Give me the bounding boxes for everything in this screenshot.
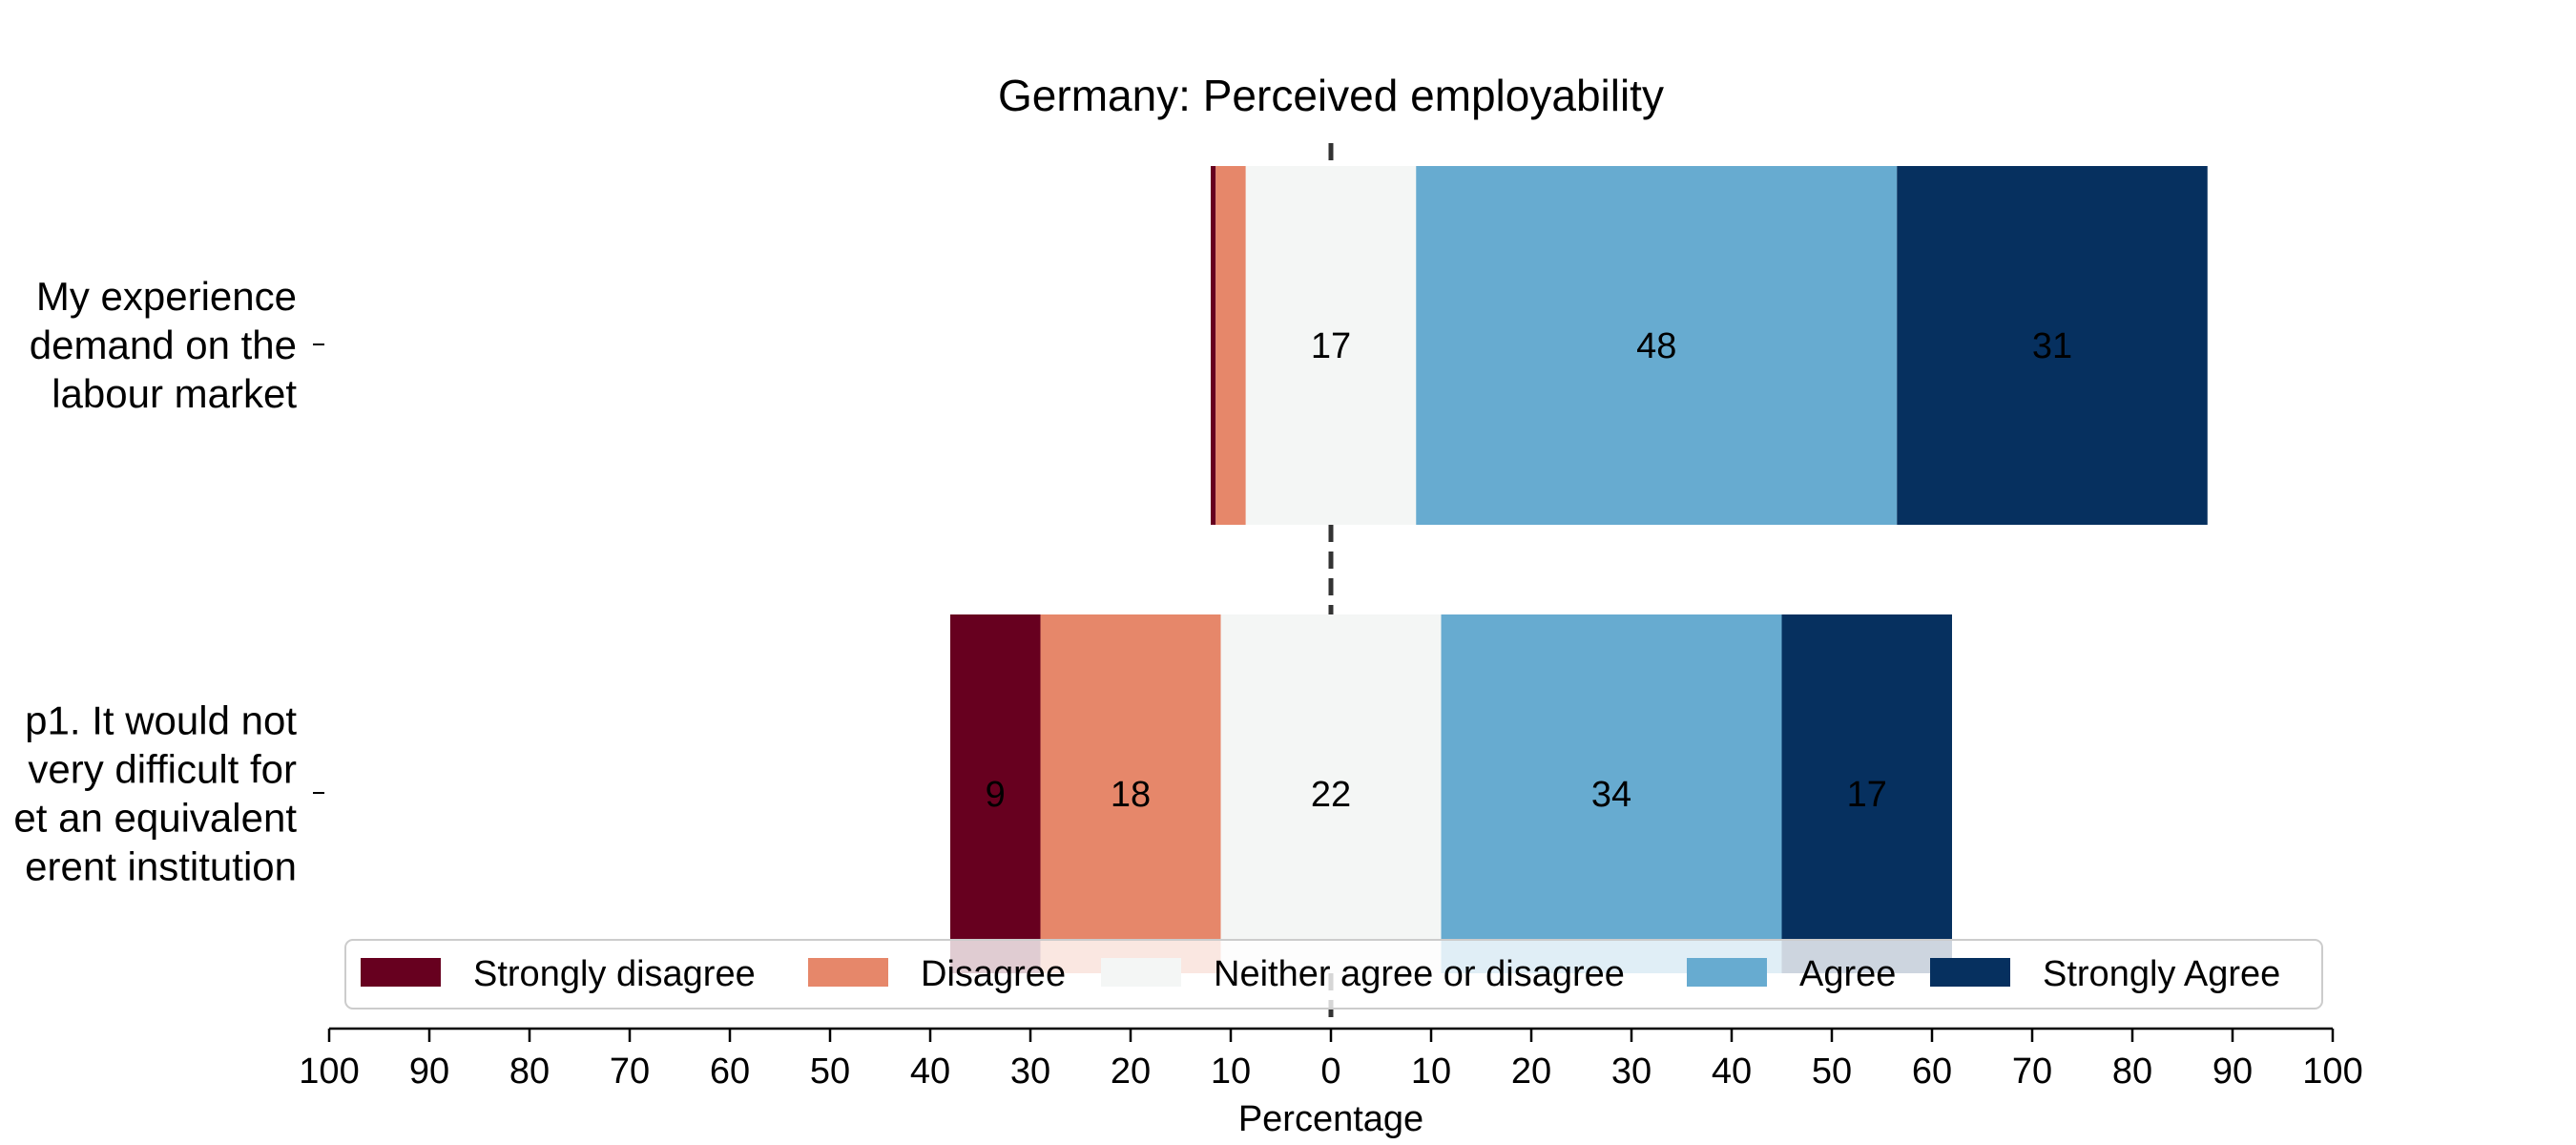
x-tick-label-13: 20 xyxy=(1511,1051,1551,1092)
x-tick-label-16: 50 xyxy=(1812,1051,1852,1092)
x-tick-label-10: 10 xyxy=(1211,1051,1251,1092)
bar-1-series-4 xyxy=(1416,166,1898,525)
x-tick-label-9: 20 xyxy=(1111,1051,1151,1092)
legend-swatch-3 xyxy=(1101,958,1181,987)
data-label-2-3: 22 xyxy=(1311,775,1351,815)
x-tick-label-3: 80 xyxy=(509,1051,550,1092)
x-axis: 100 90 80 70 60 50 40 30 20 10 0 10 20 30 40 50 60 70 80 90… xyxy=(299,1027,2363,1092)
x-tick-label-20: 90 xyxy=(2212,1051,2253,1092)
x-tick-label-15: 40 xyxy=(1712,1051,1752,1092)
legend-label-4: Agree xyxy=(1799,954,1896,994)
data-label-2-5: 17 xyxy=(1847,775,1887,815)
x-tick-label-19: 80 xyxy=(2112,1051,2152,1092)
x-tick-label-17: 60 xyxy=(1912,1051,1952,1092)
x-tick-label-2: 90 xyxy=(409,1051,449,1092)
x-tick-label-12: 10 xyxy=(1411,1051,1451,1092)
category-label-2: p1. It would not very difficult for et an … xyxy=(13,698,297,889)
x-tick-label-4: 70 xyxy=(610,1051,650,1092)
legend-swatch-2 xyxy=(808,958,888,987)
data-label-1-5: 31 xyxy=(2032,326,2072,366)
x-tick-label-7: 40 xyxy=(910,1051,950,1092)
legend-label-5: Strongly Agree xyxy=(2043,954,2280,994)
category-label-1: My experience demand on the labour market xyxy=(30,274,298,416)
bar-2-series-2 xyxy=(1040,614,1221,973)
legend-swatch-4 xyxy=(1687,958,1767,987)
legend-swatch-5 xyxy=(1930,958,2010,987)
x-axis-label: Percentage xyxy=(1238,1099,1423,1139)
x-tick-label-21: 100 xyxy=(2302,1051,2362,1092)
bar-1-series-2 xyxy=(1215,166,1246,525)
data-label-2-2: 18 xyxy=(1111,775,1151,815)
bars-group: 17 48 31 9 18 22 34 17 xyxy=(950,166,2208,973)
x-tick-label-6: 50 xyxy=(810,1051,850,1092)
bar-2-series-1 xyxy=(950,614,1041,973)
x-tick-label-1: 100 xyxy=(299,1051,359,1092)
data-label-2-4: 34 xyxy=(1591,775,1631,815)
x-tick-label-11: 0 xyxy=(1320,1051,1340,1092)
legend-label-2: Disagree xyxy=(921,954,1066,994)
data-label-2-1: 9 xyxy=(986,775,1006,815)
data-label-1-3: 17 xyxy=(1311,326,1351,366)
legend-label-3: Neither agree or disagree xyxy=(1214,954,1625,994)
bar-1-series-5 xyxy=(1897,166,2208,525)
bar-1-series-1 xyxy=(1211,166,1216,525)
x-tick-label-8: 30 xyxy=(1010,1051,1050,1092)
x-tick-label-14: 30 xyxy=(1611,1051,1652,1092)
data-label-1-4: 48 xyxy=(1636,326,1676,366)
bar-2-series-3 xyxy=(1220,614,1442,973)
chart-title: Germany: Perceived employability xyxy=(998,71,1664,120)
bar-2-series-5 xyxy=(1781,614,1952,973)
legend-swatch-1 xyxy=(361,958,441,987)
x-tick-label-18: 70 xyxy=(2012,1051,2052,1092)
bar-2-series-4 xyxy=(1441,614,1782,973)
legend: Strongly disagree Disagree Neither agree o… xyxy=(344,939,2323,1010)
bar-1-series-3 xyxy=(1245,166,1417,525)
legend-label-1: Strongly disagree xyxy=(473,954,756,994)
category-labels: My experience demand on the labour market p… xyxy=(13,274,324,889)
x-tick-label-5: 60 xyxy=(710,1051,750,1092)
legend-frame xyxy=(344,939,2323,1010)
